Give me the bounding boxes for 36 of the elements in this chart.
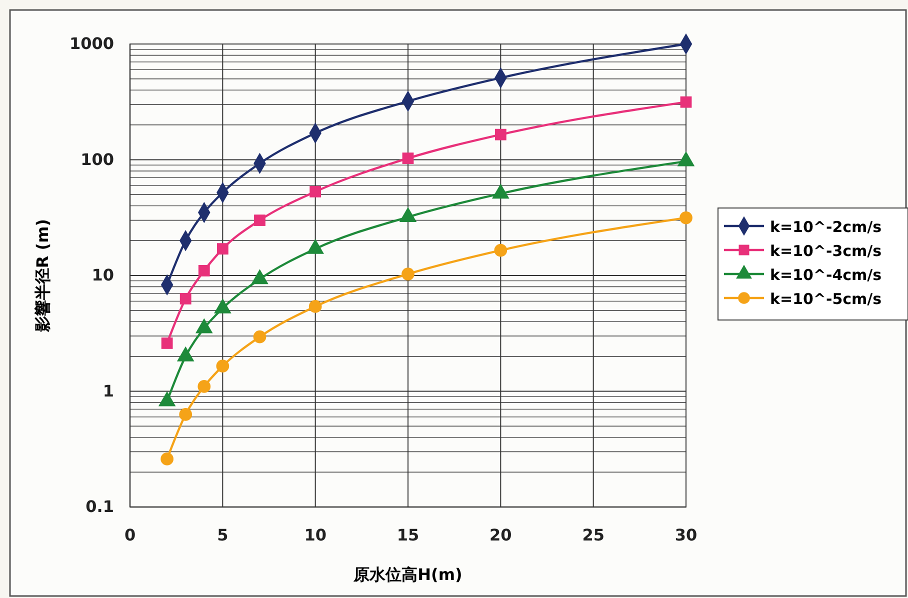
- legend-label: k=10^-3cm/s: [770, 242, 882, 260]
- point: [254, 214, 266, 226]
- x-tick-label: 20: [490, 525, 512, 544]
- point: [179, 408, 192, 421]
- point: [402, 152, 414, 164]
- point: [494, 128, 506, 140]
- point: [198, 380, 211, 393]
- y-tick-label: 1: [102, 381, 114, 400]
- point: [680, 211, 692, 224]
- y-tick-label: 0.1: [86, 497, 114, 516]
- point: [216, 243, 228, 255]
- x-axis-title: 原水位高H(m): [352, 565, 462, 584]
- legend-label: k=10^-2cm/s: [770, 218, 882, 236]
- point: [253, 330, 266, 344]
- x-tick-label: 15: [396, 525, 420, 544]
- point: [180, 293, 192, 304]
- x-tick-label: 0: [124, 525, 136, 544]
- legend-label: k=10^-4cm/s: [770, 266, 882, 284]
- x-tick-label: 5: [217, 525, 228, 544]
- y-tick-label: 100: [80, 150, 114, 169]
- point: [160, 452, 174, 466]
- point: [161, 338, 173, 349]
- point: [216, 360, 230, 372]
- x-tick-label: 30: [674, 525, 698, 544]
- y-tick-label: 10: [92, 266, 114, 285]
- y-axis-title: 影響半径R (m): [33, 218, 52, 334]
- point: [310, 186, 322, 198]
- x-tick-label: 25: [582, 525, 604, 544]
- point: [402, 268, 414, 280]
- y-tick-label: 1000: [69, 34, 114, 54]
- point: [308, 300, 322, 313]
- legend-label: k=10^-5cm/s: [770, 290, 882, 308]
- point: [494, 244, 508, 257]
- point: [680, 96, 692, 108]
- point: [198, 265, 210, 276]
- x-tick-label: 10: [304, 525, 326, 544]
